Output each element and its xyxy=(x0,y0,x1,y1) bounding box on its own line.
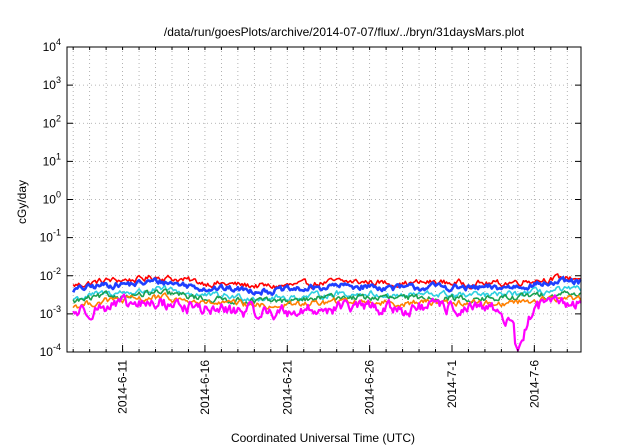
y-tick-label: 100 xyxy=(43,190,61,207)
y-tick-label: 10-3 xyxy=(40,304,61,321)
x-tick-label: 2014-6-16 xyxy=(198,360,212,415)
x-tick-label: 2014-7-1 xyxy=(445,360,459,408)
axes-layer: 10-4 10-3 10-2 10-1 100 101 102 103 104 2014-6-11… xyxy=(40,37,581,415)
y-tick-label: 10-2 xyxy=(40,266,61,283)
series-line xyxy=(72,288,582,306)
series-line xyxy=(72,273,582,290)
y-tick-label: 102 xyxy=(43,113,61,130)
x-tick-label: 2014-6-11 xyxy=(116,360,130,414)
y-tick-label: 10-4 xyxy=(40,342,61,359)
y-axis-title: cGy/day xyxy=(15,180,29,224)
y-tick-label: 103 xyxy=(43,75,61,92)
x-tick-label: 2014-6-26 xyxy=(363,360,377,415)
series-line xyxy=(72,293,582,352)
chart-title: /data/run/goesPlots/archive/2014-07-07/f… xyxy=(164,25,525,39)
plot-frame xyxy=(66,46,582,353)
series-line xyxy=(73,285,582,302)
y-tick-label: 10-1 xyxy=(40,228,61,245)
series-layer xyxy=(72,273,582,352)
series-line xyxy=(72,275,582,297)
grid-layer xyxy=(67,47,581,352)
series-line xyxy=(72,292,582,310)
y-tick-label: 101 xyxy=(43,151,61,168)
x-axis-title: Coordinated Universal Time (UTC) xyxy=(231,431,415,445)
x-tick-label: 2014-7-6 xyxy=(527,360,541,408)
y-tick-label: 104 xyxy=(43,37,61,54)
x-tick-label: 2014-6-21 xyxy=(280,360,294,415)
